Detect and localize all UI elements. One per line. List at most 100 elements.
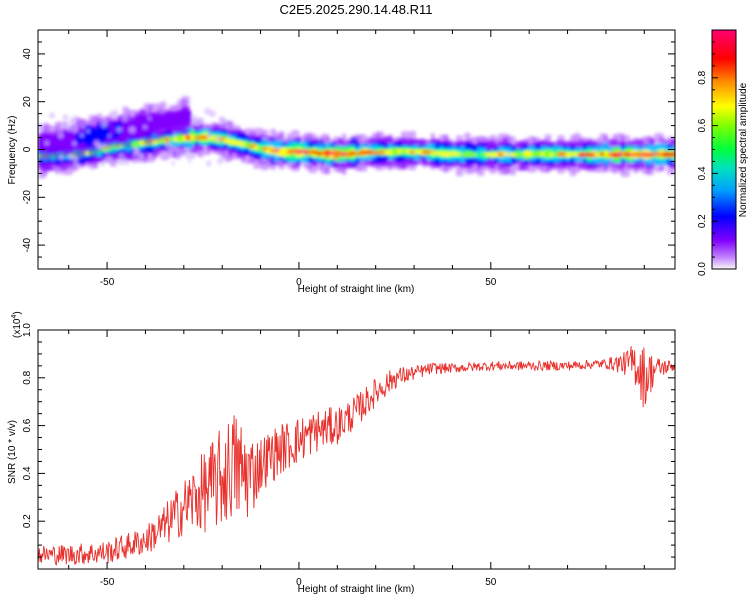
spectral-speckle: [44, 140, 49, 146]
spectral-cell: [401, 150, 407, 154]
spectral-speckle: [58, 132, 64, 139]
snr-x-tick-label: -50: [100, 577, 115, 588]
spectral-speckle: [62, 114, 69, 121]
spectral-cell: [544, 152, 550, 156]
snr-y-tick-label: 0.2: [22, 514, 33, 528]
spectral-cell: [388, 149, 394, 153]
spectral-speckle: [142, 125, 147, 130]
spectral-speckle: [207, 131, 213, 138]
spectrogram-y-tick-label: 20: [22, 96, 33, 108]
spectral-speckle: [172, 133, 177, 137]
chart-title: C2E5.2025.290.14.48.R11: [280, 2, 433, 17]
spectrogram-heatmap: [38, 96, 675, 179]
colorbar-tick-label: 0.0: [697, 262, 708, 276]
spectral-cell: [502, 151, 508, 156]
colorbar-ticks: 0.0 0.2 0.4 0.6 0.8: [697, 29, 718, 276]
snr-series-line: [38, 346, 675, 566]
snr-y-multiplier-base: (x10: [12, 318, 23, 338]
spectral-cell: [202, 135, 208, 140]
spectral-speckle: [116, 126, 123, 133]
spectral-cell: [189, 135, 195, 140]
spectral-speckle: [100, 161, 106, 167]
spectral-speckle: [132, 146, 138, 152]
spectral-speckle: [148, 116, 152, 121]
spectral-speckle: [106, 155, 111, 160]
spectral-speckle: [227, 134, 232, 139]
colorbar: 0.0 0.2 0.4 0.6 0.8 Normalized spectral ampl…: [697, 29, 749, 276]
snr-y-multiplier: (x104): [11, 311, 23, 338]
spectrogram-y-tick-label: 40: [22, 48, 33, 60]
spectral-speckle: [67, 153, 75, 160]
spectral-speckle: [93, 140, 100, 147]
snr-ticks: [38, 329, 675, 569]
snr-panel: -50 0 50 0.2 0.4 0.6 0.8 1.0 Height of straigh…: [7, 311, 676, 595]
spectrogram-x-tick-label: 0: [296, 277, 302, 288]
snr-x-axis-label: Height of straight line (km): [298, 584, 415, 595]
spectral-speckle: [81, 125, 85, 129]
spectral-cell: [540, 152, 545, 156]
spectral-speckle: [112, 109, 119, 116]
spectral-speckle: [168, 145, 176, 152]
colorbar-tick-label: 0.2: [697, 214, 708, 228]
spectral-speckle: [215, 136, 222, 143]
spectral-cell: [135, 118, 140, 134]
spectrogram-frame: [37, 29, 676, 270]
spectral-speckle: [139, 152, 144, 157]
spectral-speckle: [71, 126, 79, 133]
spectral-speckle: [171, 161, 176, 166]
colorbar-label: Normalized spectral amplitude: [738, 82, 749, 217]
spectral-cell: [578, 152, 584, 158]
spectral-speckle: [185, 153, 192, 160]
spectral-speckle: [218, 116, 225, 123]
spectral-speckle: [216, 157, 224, 165]
colorbar-tick-label: 0.4: [697, 166, 708, 180]
spectral-cell: [173, 111, 179, 127]
spectrogram-y-axis-label: Frequency (Hz): [7, 116, 18, 185]
spectral-speckle: [104, 150, 108, 154]
spectral-cell: [185, 135, 192, 140]
snr-y-axis-label: SNR (10 * v/v): [7, 420, 18, 484]
spectral-speckle: [72, 141, 77, 146]
spectral-cell: [232, 140, 238, 145]
spectral-speckle: [38, 123, 43, 130]
spectrogram-y-tick-label: -40: [22, 237, 33, 252]
snr-y-tick-label: 0.4: [22, 466, 33, 480]
spectral-speckle: [58, 155, 65, 161]
spectral-speckle: [132, 150, 138, 156]
spectrogram-panel: -50 0 50 -40 -20 0 20 40 Height of straight li…: [7, 29, 749, 295]
spectral-cell: [358, 150, 365, 155]
snr-x-tick-labels: -50 0 50: [100, 577, 497, 588]
spectral-cell: [430, 151, 436, 156]
snr-plot-area: [38, 330, 675, 569]
spectral-cell: [641, 152, 648, 157]
spectral-speckle: [174, 147, 181, 153]
spectral-cell: [671, 152, 675, 157]
spectral-speckle: [68, 118, 75, 125]
spectral-speckle: [191, 115, 198, 122]
spectral-speckle: [205, 160, 212, 167]
spectral-speckle: [64, 123, 70, 129]
spectral-cell: [472, 152, 478, 157]
spectrogram-y-tick-labels: -40 -20 0 20 40: [22, 48, 33, 252]
spectral-speckle: [79, 133, 84, 138]
snr-x-tick-label: 0: [296, 577, 302, 588]
spectral-speckle: [128, 126, 136, 134]
spectral-speckle: [194, 118, 202, 126]
spectral-cell: [122, 122, 127, 134]
spectral-cell: [299, 149, 306, 153]
spectral-cell: [531, 151, 538, 157]
spectral-cell: [565, 152, 571, 158]
spectral-speckle: [86, 129, 90, 134]
spectral-cell: [451, 151, 457, 156]
spectral-speckle: [101, 143, 107, 149]
spectral-speckle: [123, 160, 129, 166]
colorbar-gradient: [712, 30, 736, 269]
snr-x-tick-label: 50: [485, 577, 497, 588]
spectral-cell: [371, 150, 377, 155]
spectral-speckle: [117, 145, 121, 149]
spectral-speckle: [107, 134, 111, 138]
spectral-speckle: [208, 110, 216, 118]
spectrogram-x-tick-label: 50: [485, 277, 497, 288]
spectrogram-y-tick-label: -20: [22, 190, 33, 205]
